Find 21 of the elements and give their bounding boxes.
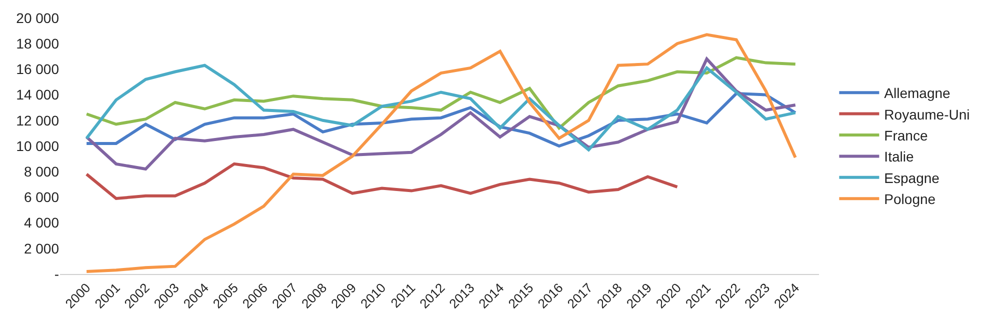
y-tick-label: 8 000 [24,164,60,180]
line-series [85,57,797,171]
line-series [85,33,797,273]
y-tick-label: 12 000 [16,112,60,128]
legend-label: Royaume-Uni [884,106,970,122]
y-tick-label: - [54,266,60,282]
line-series [85,64,797,152]
y-tick-label: 20 000 [16,10,60,26]
y-tick-label: 6 000 [24,189,60,206]
y-tick-label: 16 000 [16,61,60,78]
legend-label: Allemagne [884,85,951,102]
line-series [85,162,679,200]
legend-label: Italie [884,148,914,165]
y-tick-label: 4 000 [24,214,60,231]
y-tick-label: 2 000 [24,240,60,256]
y-tick-label: 14 000 [16,86,60,103]
y-tick-label: 18 000 [16,36,60,52]
legend-label: Pologne [884,191,936,208]
y-tick-label: 10 000 [16,138,60,154]
legend-label: Espagne [884,170,940,186]
legend-label: France [884,127,928,144]
